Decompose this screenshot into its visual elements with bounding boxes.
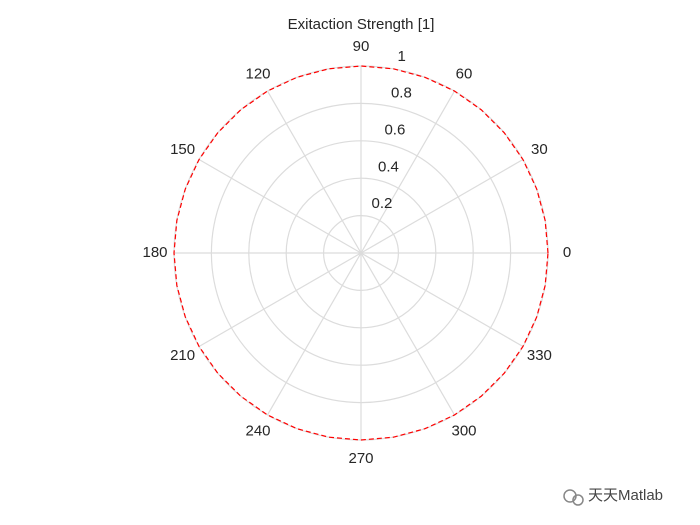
r-tick-label: 1 xyxy=(397,48,405,65)
r-tick-label: 0.6 xyxy=(384,121,405,138)
grid-spoke xyxy=(198,158,362,254)
grid-spoke xyxy=(360,158,524,254)
theta-tick-label: 240 xyxy=(245,422,270,439)
theta-tick-label: 120 xyxy=(245,66,270,83)
theta-tick-label: 330 xyxy=(527,347,552,364)
r-tick-label: 0.4 xyxy=(378,158,399,175)
grid-spoke xyxy=(360,252,524,348)
grid-spoke xyxy=(266,90,362,254)
theta-tick-label: 210 xyxy=(170,347,195,364)
theta-tick-label: 60 xyxy=(456,66,473,83)
r-tick-label: 0.2 xyxy=(371,195,392,212)
theta-tick-label: 150 xyxy=(170,141,195,158)
watermark-icon xyxy=(563,489,584,506)
theta-tick-label: 270 xyxy=(348,450,373,467)
theta-tick-label: 90 xyxy=(353,38,370,55)
r-tick-label: 0.8 xyxy=(391,85,412,102)
theta-tick-label: 0 xyxy=(563,244,571,261)
chart-title: Exitaction Strength [1] xyxy=(288,16,435,33)
grid-spoke xyxy=(360,90,456,254)
theta-tick-label: 300 xyxy=(451,422,476,439)
grid-spoke xyxy=(198,252,362,348)
grid-spoke xyxy=(266,252,362,416)
grid-spoke xyxy=(360,252,456,416)
theta-tick-label: 180 xyxy=(142,244,167,261)
theta-tick-label: 30 xyxy=(531,141,548,158)
series-line xyxy=(173,65,549,441)
watermark: 天天Matlab xyxy=(588,487,663,504)
